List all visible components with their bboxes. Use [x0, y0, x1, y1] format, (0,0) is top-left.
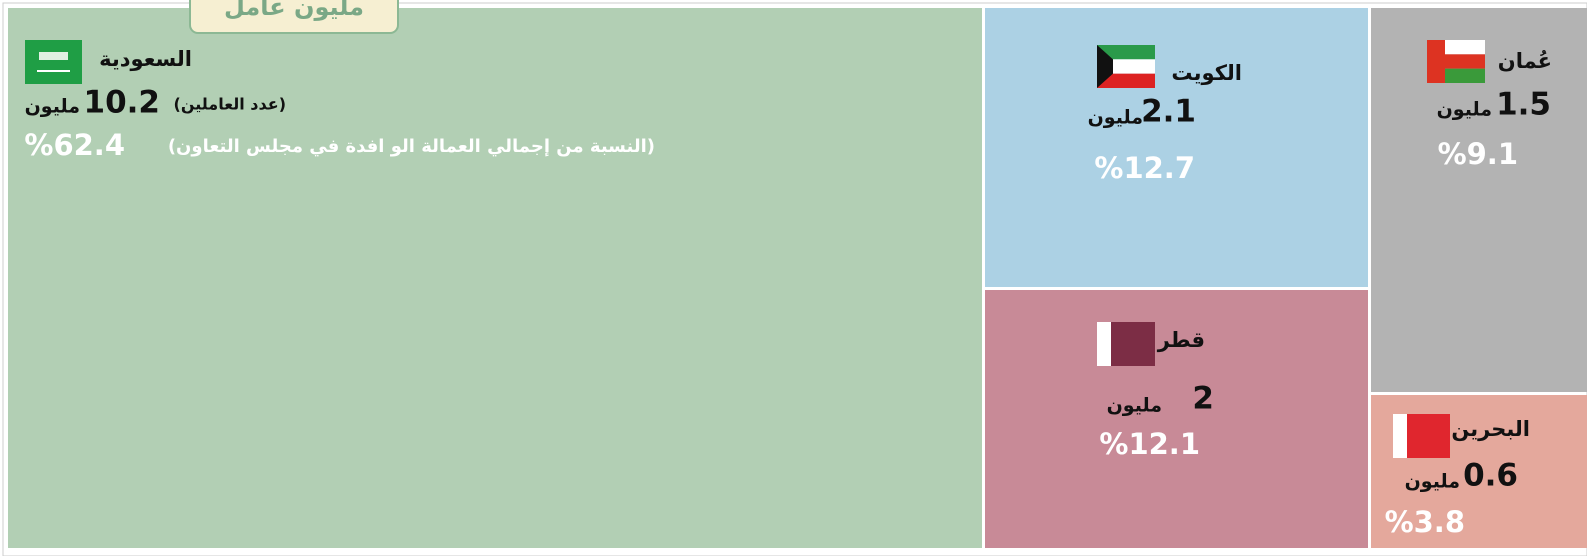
value-label: 1.5	[1496, 87, 1551, 123]
tile	[985, 8, 1368, 287]
flag-stripe	[1097, 45, 1155, 60]
chart-title: مليون عامل	[224, 0, 364, 21]
value-label: 2	[1192, 381, 1214, 417]
unit-label: مليون	[1088, 107, 1143, 129]
flag-band	[1427, 40, 1445, 83]
flag	[1427, 40, 1485, 83]
flag-field	[25, 40, 82, 84]
flag-trapezoid	[1097, 45, 1113, 88]
percent-label: %12.1	[1099, 427, 1200, 461]
country-name: البحرين	[1451, 417, 1530, 441]
tile	[8, 8, 982, 548]
unit-label: مليون	[1405, 471, 1460, 493]
country-name: قطر	[1157, 328, 1205, 352]
unit-label: مليون	[1107, 395, 1162, 417]
tile	[985, 290, 1368, 548]
flag	[1097, 322, 1155, 366]
title-box	[189, 0, 399, 34]
value-label: 10.2	[84, 85, 161, 121]
percent-label: %12.7	[1094, 151, 1195, 185]
country-name: عُمان	[1498, 49, 1552, 73]
flag	[1393, 414, 1450, 458]
flag	[25, 40, 82, 84]
value-label: 0.6	[1463, 458, 1518, 494]
value-note: (عدد العاملين)	[174, 95, 286, 114]
flag-emblem	[37, 70, 70, 72]
unit-label: مليون	[1437, 99, 1492, 121]
flag	[1097, 45, 1155, 88]
flag-emblem	[39, 52, 68, 60]
unit-label: مليون	[25, 96, 80, 118]
country-name: الكويت	[1171, 61, 1242, 85]
percent-label: %3.8	[1385, 505, 1465, 539]
country-name: السعودية	[99, 47, 192, 71]
flag-stripe	[1097, 73, 1155, 88]
value-label: 2.1	[1141, 94, 1196, 130]
flag-white	[1097, 322, 1111, 366]
percent-label: %62.4	[24, 128, 125, 162]
flag-white	[1393, 414, 1407, 458]
percent-note: (النسبة من إجمالي العمالة الو افدة في مج…	[168, 136, 655, 157]
percent-label: %9.1	[1438, 137, 1518, 171]
